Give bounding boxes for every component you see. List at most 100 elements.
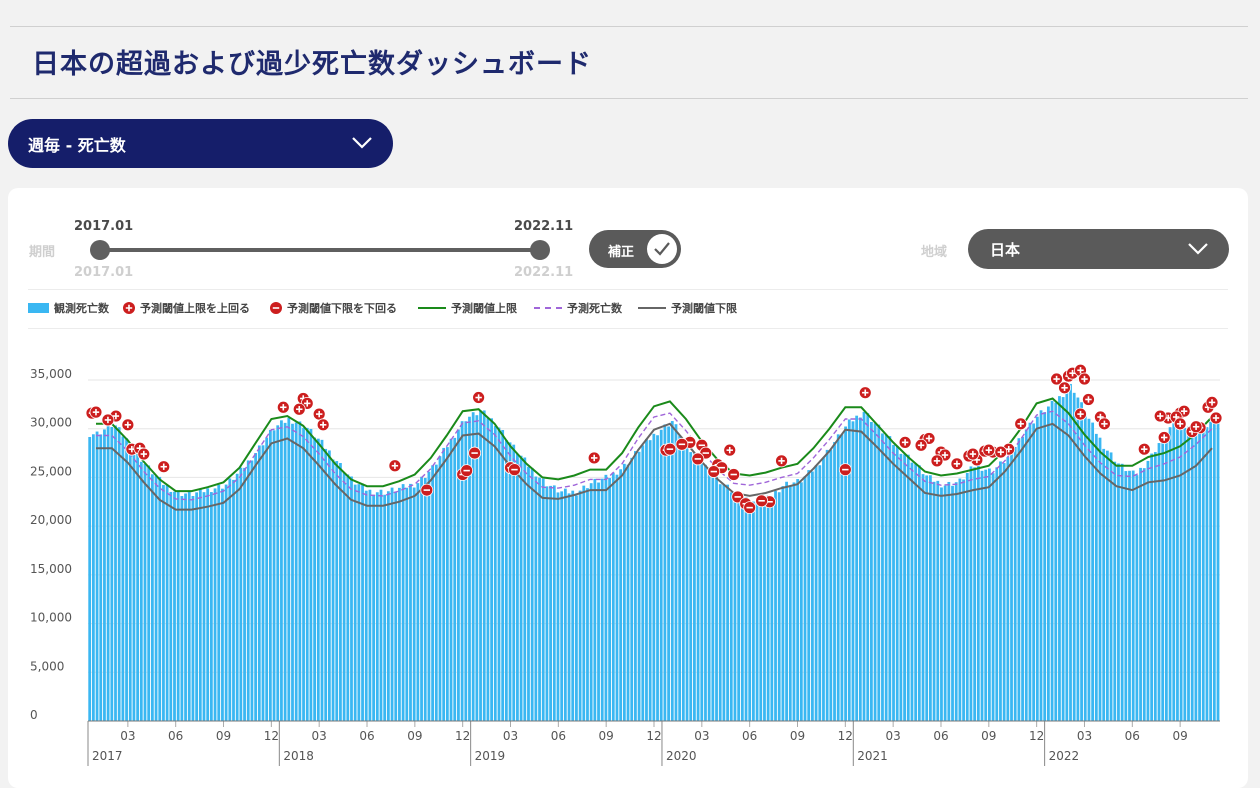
observed-bar — [667, 426, 670, 721]
observed-bar — [1179, 423, 1183, 721]
above-threshold-marker — [388, 459, 402, 473]
observed-bar — [822, 457, 825, 721]
observed-bar — [726, 484, 729, 721]
observed-bar — [884, 434, 888, 721]
observed-bar — [578, 490, 582, 721]
x-month-label: 12 — [646, 729, 661, 743]
above-threshold-marker — [1082, 393, 1095, 406]
legend-lower[interactable]: 予測閾値下限 — [638, 300, 737, 316]
observed-bar — [438, 456, 442, 721]
observed-bar — [799, 482, 803, 721]
metric-dropdown[interactable]: 週毎 - 死亡数 — [8, 119, 393, 168]
observed-bar — [903, 454, 906, 721]
observed-bar — [803, 476, 807, 721]
x-year-label: 2019 — [475, 749, 506, 763]
observed-bar — [1091, 422, 1095, 721]
above-threshold-marker — [775, 454, 788, 468]
observed-bar — [501, 429, 505, 721]
observed-bar — [814, 465, 818, 721]
observed-bar — [460, 421, 464, 721]
observed-bar — [442, 447, 446, 721]
adjustment-toggle[interactable]: 補正 — [589, 230, 681, 268]
observed-bar — [940, 487, 943, 721]
period-slider-track[interactable] — [100, 248, 540, 252]
line-swatch-icon — [638, 307, 666, 309]
observed-bar — [398, 487, 401, 721]
observed-bar — [1017, 438, 1021, 721]
legend-observed[interactable]: 観測死亡数 — [28, 300, 109, 316]
legend-upper[interactable]: 予測閾値上限 — [418, 300, 517, 316]
y-tick-label: 35,000 — [30, 367, 72, 381]
observed-bar — [866, 413, 870, 721]
observed-bar — [600, 478, 604, 721]
observed-bar — [427, 471, 431, 721]
observed-bar — [1117, 463, 1120, 721]
observed-bar — [910, 462, 914, 721]
legend-below-label: 予測閾値下限を下回る — [287, 302, 397, 315]
period-end-handle[interactable] — [530, 240, 550, 260]
observed-bar — [445, 447, 449, 721]
observed-bar — [1205, 427, 1209, 721]
observed-bar — [895, 445, 899, 721]
x-month-label: 09 — [407, 729, 422, 743]
observed-bar — [1102, 448, 1106, 721]
observed-bar — [431, 465, 435, 721]
observed-bar — [711, 474, 715, 721]
observed-bar — [276, 425, 280, 721]
observed-bar — [1212, 416, 1216, 721]
observed-bar — [309, 428, 313, 721]
observed-bar — [1153, 452, 1157, 721]
observed-bar — [847, 419, 851, 721]
region-dropdown[interactable]: 日本 — [968, 229, 1229, 269]
observed-bar — [921, 474, 925, 721]
observed-bar — [670, 421, 674, 721]
observed-bar — [1069, 383, 1072, 721]
above-threshold-marker — [312, 407, 326, 421]
below-threshold-marker — [460, 464, 474, 478]
observed-bar — [1065, 390, 1069, 721]
observed-bar — [280, 420, 283, 721]
observed-bar — [906, 454, 910, 721]
minus-circle-icon — [270, 302, 282, 314]
header-top-rule — [10, 26, 1248, 27]
observed-bar — [943, 485, 947, 721]
observed-bar — [1087, 418, 1091, 721]
period-end-value: 2022.11 — [514, 219, 574, 234]
observed-bar — [106, 424, 110, 721]
x-year-label: 2018 — [283, 749, 314, 763]
observed-bar — [482, 410, 486, 721]
below-threshold-marker — [420, 483, 434, 497]
observed-bar — [763, 498, 766, 721]
observed-bar — [464, 421, 468, 721]
legend-expected[interactable]: 予測死亡数 — [534, 300, 622, 316]
legend-upper-label: 予測閾値上限 — [451, 302, 517, 315]
observed-bar — [755, 498, 759, 721]
region-dropdown-value: 日本 — [990, 241, 1021, 259]
legend-below[interactable]: 予測閾値下限を下回る — [270, 300, 397, 316]
observed-bar — [180, 496, 184, 721]
observed-bar — [187, 491, 191, 721]
x-month-label: 03 — [886, 729, 901, 743]
observed-bar — [335, 461, 339, 721]
x-year-label: 2021 — [857, 749, 888, 763]
below-threshold-marker — [675, 437, 689, 451]
period-start-value: 2017.01 — [74, 219, 134, 234]
observed-bar — [1094, 433, 1098, 721]
observed-bar — [549, 485, 552, 721]
legend-above[interactable]: 予測閾値上限を上回る — [123, 300, 250, 316]
observed-bar — [973, 467, 977, 721]
observed-bar — [563, 488, 567, 721]
period-start-handle[interactable] — [90, 240, 110, 260]
observed-bar — [169, 491, 173, 721]
above-threshold-marker — [1074, 407, 1087, 421]
observed-bar — [870, 421, 873, 721]
observed-bar — [881, 433, 884, 721]
observed-bar — [586, 488, 589, 721]
observed-bar — [110, 427, 114, 721]
observed-bar — [704, 464, 707, 721]
observed-bar — [493, 426, 497, 721]
legend-above-label: 予測閾値上限を上回る — [140, 302, 250, 315]
observed-bar — [788, 485, 792, 721]
observed-bar — [327, 450, 331, 721]
observed-bar — [954, 482, 958, 721]
